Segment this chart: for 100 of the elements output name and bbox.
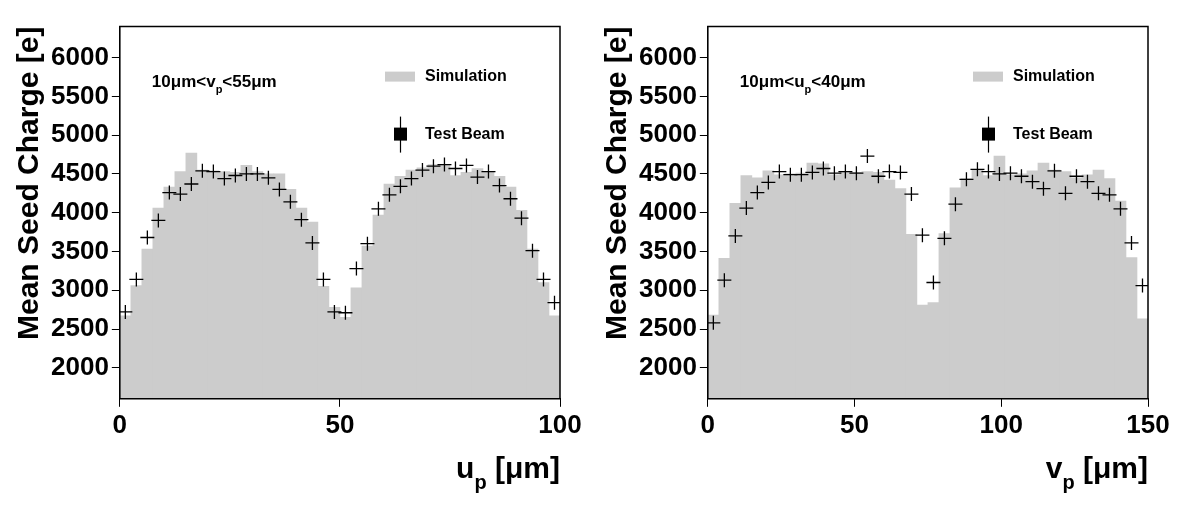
- x-tick-label: 100: [979, 408, 1023, 439]
- y-tick-label: 2500: [639, 312, 697, 343]
- point: [381, 187, 398, 203]
- y-tick-label: 4000: [51, 195, 109, 226]
- point: [403, 170, 420, 187]
- point: [359, 236, 376, 252]
- y-tick-label: 2000: [639, 350, 697, 381]
- point: [282, 194, 299, 210]
- point: [1090, 185, 1107, 201]
- x-tick-label: 0: [700, 408, 716, 439]
- point: [1068, 168, 1085, 184]
- point: [260, 170, 277, 186]
- point: [837, 163, 854, 180]
- point: [804, 164, 821, 181]
- legend-label: Simulation: [1013, 67, 1095, 85]
- point: [293, 212, 310, 228]
- x-tick-label: 50: [840, 408, 870, 439]
- point: [524, 243, 541, 259]
- point: [738, 200, 754, 216]
- point: [870, 168, 887, 184]
- y-tick-label: 4000: [639, 195, 697, 226]
- point: [749, 184, 766, 201]
- point: [1046, 163, 1063, 179]
- point: [793, 167, 810, 183]
- point: [958, 171, 975, 188]
- point: [716, 272, 732, 288]
- point: [491, 177, 508, 194]
- legend-label: Test Beam: [425, 125, 505, 143]
- point: [227, 167, 244, 184]
- point: [727, 228, 743, 244]
- point: [903, 186, 920, 202]
- point: [304, 235, 321, 251]
- point: [826, 165, 843, 181]
- legend-label: Test Beam: [1013, 125, 1093, 143]
- point: [1013, 168, 1030, 184]
- y-tick-label: 2500: [51, 312, 109, 343]
- point: [128, 271, 144, 288]
- point: [1112, 201, 1129, 217]
- point: [991, 166, 1008, 182]
- y-tick-label: 3000: [639, 273, 697, 304]
- point: [513, 210, 530, 226]
- point: [425, 158, 442, 174]
- y-tick-label: 5500: [51, 79, 109, 110]
- point: [1002, 165, 1019, 181]
- point: [1035, 181, 1052, 197]
- y-axis-title: Mean Seed Charge [e]: [599, 26, 632, 341]
- y-tick-label: 4500: [639, 157, 697, 188]
- point: [183, 176, 200, 192]
- y-tick-label: 3500: [51, 234, 109, 265]
- point: [194, 163, 211, 179]
- x-tick-label: 150: [1126, 408, 1170, 439]
- point: [1079, 174, 1096, 190]
- point: [980, 163, 997, 180]
- y-tick-label: 3500: [639, 234, 697, 265]
- point: [936, 230, 953, 246]
- point: [458, 157, 475, 174]
- y-tick-label: 3000: [51, 273, 109, 304]
- point: [150, 212, 166, 229]
- point: [337, 305, 354, 321]
- y-tick-label: 6000: [639, 40, 697, 71]
- point: [392, 178, 409, 194]
- y-tick-label: 4500: [51, 157, 109, 188]
- point: [1024, 174, 1041, 190]
- point: [1101, 187, 1118, 203]
- point: [326, 304, 343, 320]
- point: [848, 165, 865, 181]
- x-tick-label: 100: [538, 408, 582, 439]
- point: [892, 164, 909, 181]
- point: [815, 160, 832, 177]
- point: [161, 184, 178, 201]
- point: [249, 166, 266, 182]
- point: [414, 162, 431, 178]
- point: [947, 196, 964, 212]
- point: [469, 169, 486, 185]
- point: [760, 174, 777, 191]
- point: [447, 160, 464, 177]
- point: [925, 274, 942, 291]
- y-tick-label: 5000: [51, 118, 109, 149]
- point: [914, 227, 931, 243]
- point: [969, 161, 986, 177]
- point: [139, 229, 155, 246]
- point: [205, 163, 222, 180]
- point: [271, 181, 288, 198]
- point: [771, 163, 788, 180]
- y-tick-label: 6000: [51, 40, 109, 71]
- y-tick-label: 5000: [639, 118, 697, 149]
- point: [1057, 185, 1074, 201]
- point: [370, 201, 387, 217]
- point: [502, 191, 519, 207]
- y-tick-label: 2000: [51, 350, 109, 381]
- point: [315, 271, 332, 288]
- point: [172, 186, 189, 202]
- point: [1123, 235, 1140, 251]
- point: [881, 163, 898, 180]
- point: [480, 163, 497, 180]
- y-tick-label: 5500: [639, 79, 697, 110]
- point: [535, 271, 552, 288]
- point: [436, 156, 453, 173]
- x-tick-label: 50: [325, 408, 355, 439]
- legend-label: Simulation: [425, 67, 507, 85]
